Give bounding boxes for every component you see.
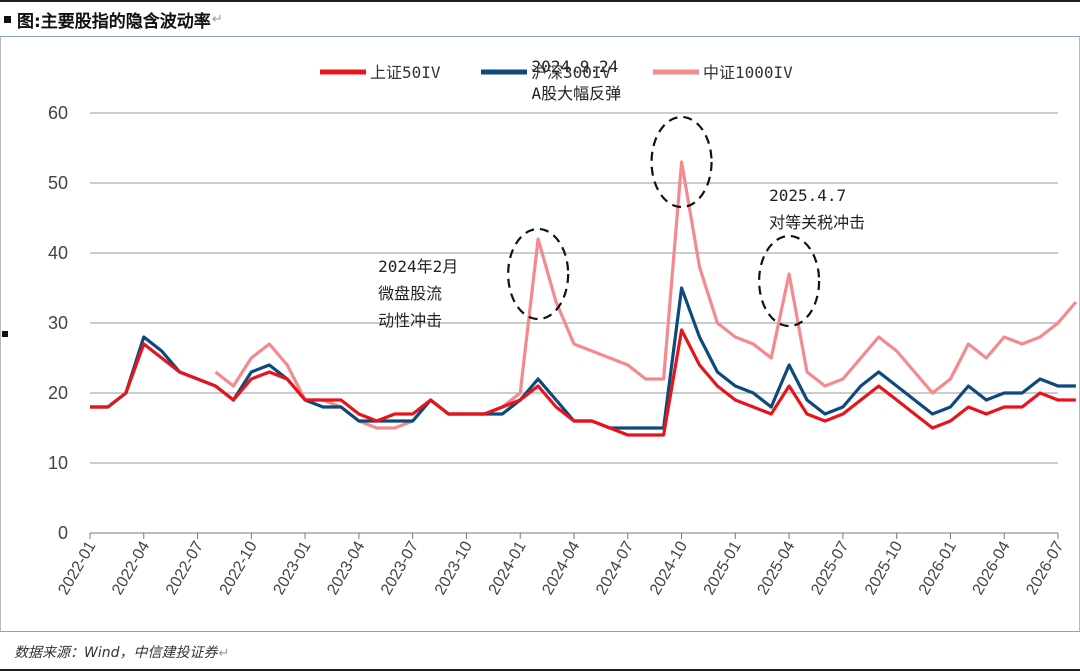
annotation-ellipse: [758, 234, 821, 328]
title-bar: 图:主要股指的隐含波动率 ↵: [4, 4, 223, 34]
annotation-text: 2025.4.7: [769, 186, 846, 205]
y-tick-label: 0: [58, 523, 68, 543]
series-lines: [90, 160, 1078, 437]
return-arrow-icon: ↵: [211, 11, 223, 27]
y-tick-label: 10: [48, 453, 68, 473]
top-rule: [0, 0, 1080, 2]
x-tick-label: 2023-10: [432, 538, 476, 597]
x-tick-label: 2026-07: [1023, 538, 1067, 597]
annotation-text: 动性冲击: [378, 311, 442, 330]
x-tick-label: 2025-04: [754, 538, 798, 597]
chart-area: 0 10 20 30 40 50 60 2022-01 2022-04 2022-07 2022-…: [48, 57, 1078, 598]
legend-label: 上证50IV: [370, 63, 441, 82]
bottom-rule: [0, 631, 1080, 632]
x-tick-label: 2022-04: [109, 538, 153, 597]
x-tick-label: 2022-07: [163, 538, 207, 597]
y-tick-label: 60: [48, 103, 68, 123]
source-note: 数据来源：Wind，中信建投证券↵: [14, 642, 229, 662]
annotation-ellipse: [650, 115, 713, 209]
series-line: [90, 328, 1076, 437]
annotation-text: A股大幅反弹: [532, 84, 622, 103]
x-tick-label: 2025-01: [701, 538, 745, 597]
annotation-ellipse: [507, 227, 570, 321]
x-tick-label: 2024-07: [593, 538, 637, 597]
chart-title: 图:主要股指的隐含波动率: [17, 11, 211, 32]
y-tick-labels: 0 10 20 30 40 50 60: [48, 103, 68, 543]
x-tick-label: 2022-10: [217, 538, 261, 597]
series-line: [214, 160, 1078, 430]
bullet-icon: [4, 15, 11, 23]
side-marker-icon: [2, 331, 8, 337]
x-tick-label: 2024-01: [486, 538, 530, 597]
x-tick-label: 2024-04: [539, 538, 583, 597]
y-tick-label: 30: [48, 313, 68, 333]
gridlines: [89, 112, 1059, 539]
bottom-rule-thick: [0, 669, 1080, 671]
y-tick-label: 20: [48, 383, 68, 403]
y-tick-label: 40: [48, 243, 68, 263]
annotation-text: 2024年2月: [378, 257, 458, 276]
legend: 上证50IV 沪深300IV 中证1000IV: [320, 63, 793, 82]
x-tick-label: 2026-04: [970, 538, 1014, 597]
annotation-text: 对等关税冲击: [769, 213, 865, 232]
annotation-text: 微盘股流: [378, 284, 442, 303]
return-arrow-icon: ↵: [218, 646, 230, 661]
title-underline: [0, 36, 1080, 37]
legend-label: 中证1000IV: [703, 63, 793, 82]
x-tick-label: 2022-01: [55, 538, 99, 597]
x-tick-label: 2025-07: [808, 538, 852, 597]
x-tick-label: 2023-01: [270, 538, 314, 597]
x-tick-label: 2024-10: [647, 538, 691, 597]
x-tick-labels: 2022-01 2022-04 2022-07 2022-10 2023-01 2023-…: [55, 538, 1067, 597]
legend-label: 沪深300IV: [531, 63, 612, 82]
x-tick-label: 2026-01: [916, 538, 960, 597]
x-tick-label: 2025-10: [862, 538, 906, 597]
source-text: 数据来源：Wind，中信建投证券: [14, 645, 218, 661]
frame-left: [0, 37, 1, 631]
annotation-text: 2024.9.24: [532, 57, 619, 76]
x-tick-label: 2023-07: [378, 538, 422, 597]
y-tick-label: 50: [48, 173, 68, 193]
x-tick-label: 2023-04: [324, 538, 368, 597]
series-line: [90, 286, 1076, 430]
